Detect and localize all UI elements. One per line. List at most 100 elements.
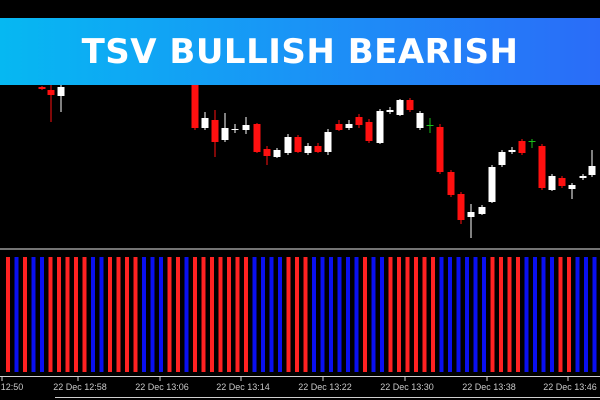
bullish-bar [516,257,520,372]
bearish-bar [456,257,461,372]
candle-body [568,185,576,189]
candle-body [447,172,455,195]
candle-body [253,124,261,152]
bearish-bar [465,257,469,372]
candle-body [386,110,394,112]
bullish-bar [116,257,121,372]
bearish-bar [14,257,19,372]
bearish-bar [439,257,444,372]
candle-body [538,146,546,188]
candle-body [498,152,506,165]
bullish-bar [48,257,53,372]
bullish-bar [6,257,10,372]
bearish-bar [575,257,580,372]
bullish-bar [303,257,308,372]
candle-body [284,137,292,153]
time-label: 22 Dec 13:14 [216,382,270,392]
bullish-bar [422,257,427,372]
candle-body [221,128,229,140]
bearish-bar [473,257,478,372]
bearish-bar [346,257,350,372]
candle-body [294,137,302,152]
bullish-bar [244,257,248,372]
bearish-bar [142,257,146,372]
bearish-bar [252,257,257,372]
bearish-bar [550,257,554,372]
bearish-bar [91,257,95,372]
time-label: 22 Dec 13:38 [462,382,516,392]
bullish-bar [431,257,435,372]
bullish-bar [227,257,231,372]
bearish-bar [584,257,588,372]
bullish-bar [295,257,299,372]
bearish-bar [159,257,163,372]
bullish-bar [499,257,503,372]
bullish-bar [235,257,240,372]
candle-body [376,111,384,143]
candle-body [335,124,343,130]
candle-body [457,194,465,220]
candle-body [528,141,536,142]
bullish-bar [125,257,129,372]
bullish-bar [133,257,138,372]
bullish-bar [23,257,27,372]
bearish-bar [184,257,189,372]
candle-body [263,149,271,156]
bullish-bar [74,257,78,372]
candle-body [558,178,566,186]
bearish-bar [592,257,597,372]
bearish-bar [337,257,342,372]
candle-body [579,176,587,178]
bullish-bar [567,257,571,372]
bearish-bar [320,257,325,372]
candle-body [508,150,516,152]
bullish-bar [414,257,418,372]
bearish-bar [150,257,155,372]
bearish-bar [354,257,359,372]
bullish-bar [397,257,401,372]
candle-body [548,176,556,190]
bearish-bar [448,257,452,372]
candle-body [588,166,596,175]
bearish-bar [278,257,282,372]
time-label: 22 Dec 13:22 [298,382,352,392]
candle-body [406,100,414,110]
bullish-bar [210,257,214,372]
bearish-bar [40,257,44,372]
candle-body [57,87,65,96]
candle-body [426,125,434,126]
candle-body [436,127,444,172]
bullish-bar [57,257,61,372]
candle-body [273,150,281,157]
candle-body [47,90,55,95]
candle-body [242,125,250,130]
bullish-bar [405,257,410,372]
bearish-bar [524,257,529,372]
candle-body [345,124,353,128]
candle-body [191,85,199,128]
bullish-bar [65,257,70,372]
time-label: 22 Dec 13:46 [543,382,597,392]
bullish-bar [108,257,112,372]
banner: TSV BULLISH BEARISH [0,18,600,85]
candle-body [488,167,496,202]
bullish-bar [201,257,206,372]
candle-body [324,132,332,152]
bearish-bar [261,257,265,372]
bullish-bar [193,257,197,372]
bullish-bar [167,257,172,372]
candle-body [304,146,312,153]
bullish-bar [286,257,291,372]
bullish-bar [490,257,495,372]
candle-body [314,146,322,152]
bearish-bar [371,257,376,372]
time-label: 22 Dec 12:58 [53,382,107,392]
bearish-bar [31,257,36,372]
candle-body [355,117,363,125]
candle-body [211,120,219,142]
bearish-bar [99,257,104,372]
bearish-bar [329,257,333,372]
time-label: 12:50 [1,382,24,392]
